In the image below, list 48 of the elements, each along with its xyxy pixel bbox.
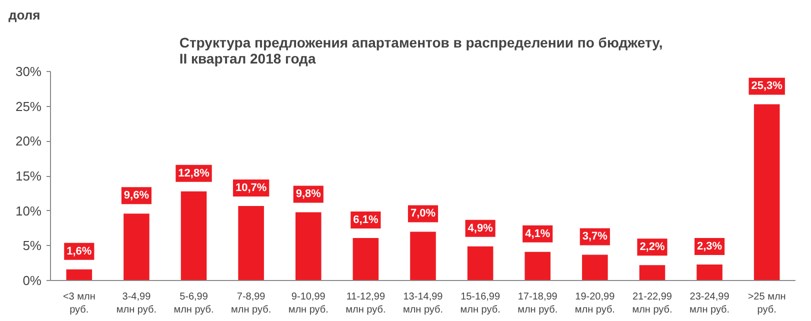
- x-tick-label: 23-24,99 млн руб.: [690, 292, 730, 316]
- bar: [467, 246, 494, 280]
- y-tick-label: 15%: [15, 168, 42, 184]
- x-tick-label: >25 млн руб.: [748, 292, 786, 316]
- x-tick-label: 5-6,99 млн руб.: [174, 292, 214, 316]
- y-tick-label: 20%: [15, 134, 42, 149]
- y-tick-label: 25%: [15, 98, 42, 114]
- x-tick-label: 19-20,99 млн руб.: [574, 292, 616, 316]
- data-label: 3,7%: [582, 230, 608, 243]
- data-label: 4,1%: [525, 228, 550, 240]
- bar: [639, 265, 666, 280]
- x-tick-label: <3 млн руб.: [62, 292, 96, 316]
- x-tick-label: 17-18,99 млн руб.: [518, 292, 558, 316]
- x-tick-label: 11-12,99 млн руб.: [346, 292, 386, 316]
- x-tick-label: 15-16,99 млн руб.: [460, 292, 500, 316]
- bar: [410, 232, 436, 280]
- data-label: 10,7%: [235, 182, 267, 194]
- x-tick-label: 21-22,99 млн руб.: [632, 292, 672, 316]
- bar: [754, 104, 780, 280]
- x-tick-label: 9-10,99 млн руб.: [288, 292, 328, 316]
- bar: [180, 191, 207, 280]
- x-tick-label: 3-4,99 млн руб.: [116, 292, 156, 316]
- bar: [238, 206, 264, 280]
- data-label: 4,9%: [468, 222, 494, 234]
- data-label: 2,2%: [640, 241, 665, 254]
- x-tick-label: 13-14,99 млн руб.: [402, 292, 444, 316]
- data-label: 9,6%: [124, 190, 150, 202]
- y-tick-label: 30%: [15, 64, 42, 79]
- data-label: 7,0%: [410, 208, 436, 220]
- bar: [352, 238, 379, 280]
- x-tick-label: 7-8,99 млн руб.: [231, 292, 272, 316]
- bar: [295, 212, 322, 280]
- data-label: 2,3%: [697, 240, 722, 252]
- bar: [696, 264, 722, 280]
- data-label: 1,6%: [66, 245, 92, 258]
- data-label: 9,8%: [296, 188, 322, 200]
- bar: [582, 254, 608, 280]
- y-tick-label: 10%: [15, 203, 42, 218]
- bar: [66, 269, 92, 280]
- data-label: 6,1%: [353, 214, 378, 226]
- chart-title: Структура предложения апартаментов в распределении по бюджету, II квартал 2018 года: [179, 34, 663, 66]
- y-tick-label: 5%: [22, 238, 42, 254]
- bar: [124, 214, 150, 280]
- data-label: 12,8%: [178, 167, 210, 180]
- bar: [524, 252, 551, 280]
- data-label: 25,3%: [751, 80, 783, 92]
- y-tick-label: 0%: [22, 273, 42, 288]
- y-axis-title: доля: [8, 8, 40, 22]
